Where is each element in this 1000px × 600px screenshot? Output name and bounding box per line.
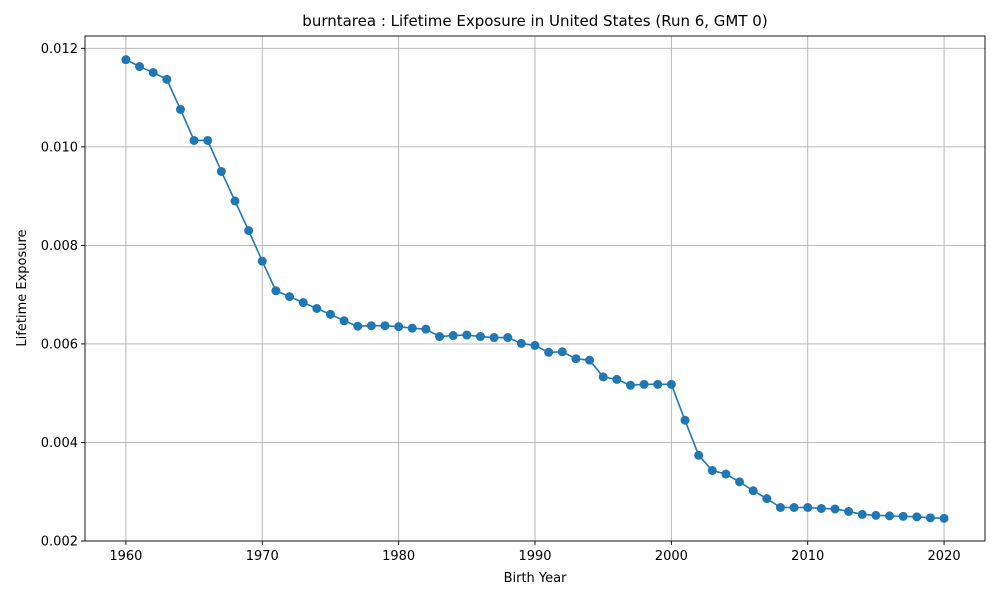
data-point (516, 338, 526, 348)
data-point (925, 513, 935, 523)
data-point (625, 380, 635, 390)
data-point (789, 502, 799, 512)
data-point (557, 347, 567, 357)
data-point (148, 67, 158, 77)
data-point (694, 450, 704, 460)
data-point (912, 512, 922, 522)
x-tick-label: 2020 (928, 549, 961, 564)
y-tick-label: 0.002 (41, 535, 78, 550)
data-point (803, 502, 813, 512)
data-point (230, 196, 240, 206)
x-tick-label: 1960 (109, 549, 142, 564)
data-point (339, 316, 349, 326)
data-point (844, 506, 854, 516)
data-point (325, 309, 335, 319)
data-point (394, 322, 404, 332)
data-point (871, 510, 881, 520)
data-point (639, 379, 649, 389)
x-tick-label: 2010 (791, 549, 824, 564)
data-point (721, 469, 731, 479)
data-point (162, 74, 172, 84)
data-point (666, 379, 676, 389)
plot-frame (84, 35, 986, 542)
data-point (748, 486, 758, 496)
data-point (435, 332, 445, 342)
x-axis-label: Birth Year (504, 571, 568, 586)
data-point (857, 509, 867, 519)
data-point (885, 511, 895, 521)
data-point (312, 303, 322, 313)
data-point (816, 503, 826, 513)
data-point (244, 226, 254, 236)
data-point (175, 104, 185, 114)
data-point (216, 166, 226, 176)
grid (85, 36, 985, 542)
data-point (680, 415, 690, 425)
data-point (762, 494, 772, 504)
data-point (775, 502, 785, 512)
data-point (271, 286, 281, 296)
data-point (707, 466, 717, 476)
data-point (448, 331, 458, 341)
data-point (121, 55, 131, 65)
data-point (475, 332, 485, 342)
data-point (285, 292, 295, 302)
data-point (353, 321, 363, 331)
data-point (939, 513, 949, 523)
data-point (544, 347, 554, 357)
x-tick-label: 2000 (655, 549, 688, 564)
axis-ticks: 1960 1970 1980 1990 2000 2010 2020 0.002 0.004 0.… (41, 42, 961, 564)
data-point (571, 354, 581, 364)
data-point (298, 298, 308, 308)
data-point (585, 355, 595, 365)
x-tick-label: 1970 (246, 549, 279, 564)
y-axis-label: Lifetime Exposure (15, 229, 30, 346)
data-point (407, 323, 417, 333)
data-point (135, 62, 145, 72)
y-tick-label: 0.008 (41, 239, 78, 254)
data-point (189, 135, 199, 145)
x-tick-label: 1990 (518, 549, 551, 564)
data-point (530, 340, 540, 350)
y-tick-label: 0.012 (41, 42, 78, 57)
data-point (257, 256, 267, 266)
x-tick-label: 1980 (382, 549, 415, 564)
data-point (380, 321, 390, 331)
data-point (462, 330, 472, 340)
data-point (735, 477, 745, 487)
data-series (121, 55, 949, 523)
data-point (203, 135, 213, 145)
y-tick-label: 0.004 (41, 436, 78, 451)
data-point (489, 333, 499, 343)
chart-title: burntarea : Lifetime Exposure in United … (302, 12, 767, 30)
data-point (653, 379, 663, 389)
data-point (366, 321, 376, 331)
data-point (612, 374, 622, 384)
y-tick-label: 0.006 (41, 337, 78, 352)
data-point (421, 324, 431, 334)
data-point (898, 511, 908, 521)
y-tick-label: 0.010 (41, 140, 78, 155)
data-point (830, 504, 840, 514)
data-point (598, 372, 608, 382)
data-point (503, 333, 513, 343)
